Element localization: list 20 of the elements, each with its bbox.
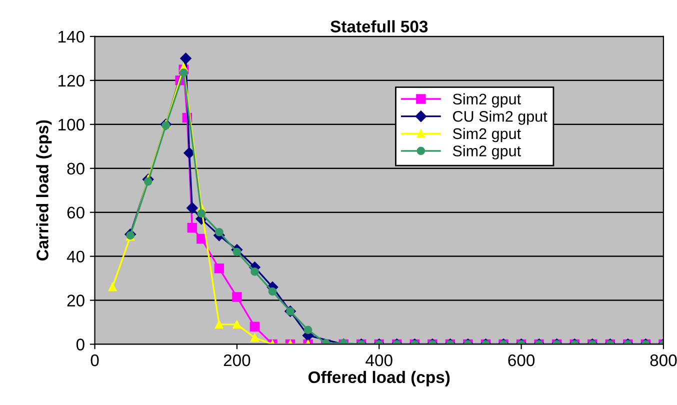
x-tick-label: 600 (508, 354, 535, 366)
x-axis-title: Offered load (cps) (308, 370, 450, 386)
y-tick-label: 0 (76, 338, 84, 350)
chart-title: Statefull 503 (330, 20, 428, 32)
y-tick-label: 120 (58, 74, 84, 87)
legend-label: Sim2 gput (452, 93, 521, 108)
x-tick-label: 400 (366, 354, 392, 366)
y-tick-label: 60 (67, 206, 84, 219)
legend-label: CU Sim2 gput (453, 110, 548, 125)
y-axis-title: Carried load (cps) (36, 120, 52, 261)
y-tick-label: 80 (67, 162, 84, 175)
x-tick-label: 800 (650, 354, 677, 366)
y-tick-label: 100 (58, 118, 84, 131)
legend-label: Sim2 gput (452, 145, 521, 160)
y-tick-label: 140 (58, 30, 84, 43)
y-tick-label: 20 (67, 294, 84, 306)
y-tick-label: 40 (66, 250, 84, 263)
legend-label: Sim2 gput (452, 128, 521, 142)
x-tick-label: 200 (224, 354, 250, 366)
x-tick-label: 0 (90, 354, 99, 366)
